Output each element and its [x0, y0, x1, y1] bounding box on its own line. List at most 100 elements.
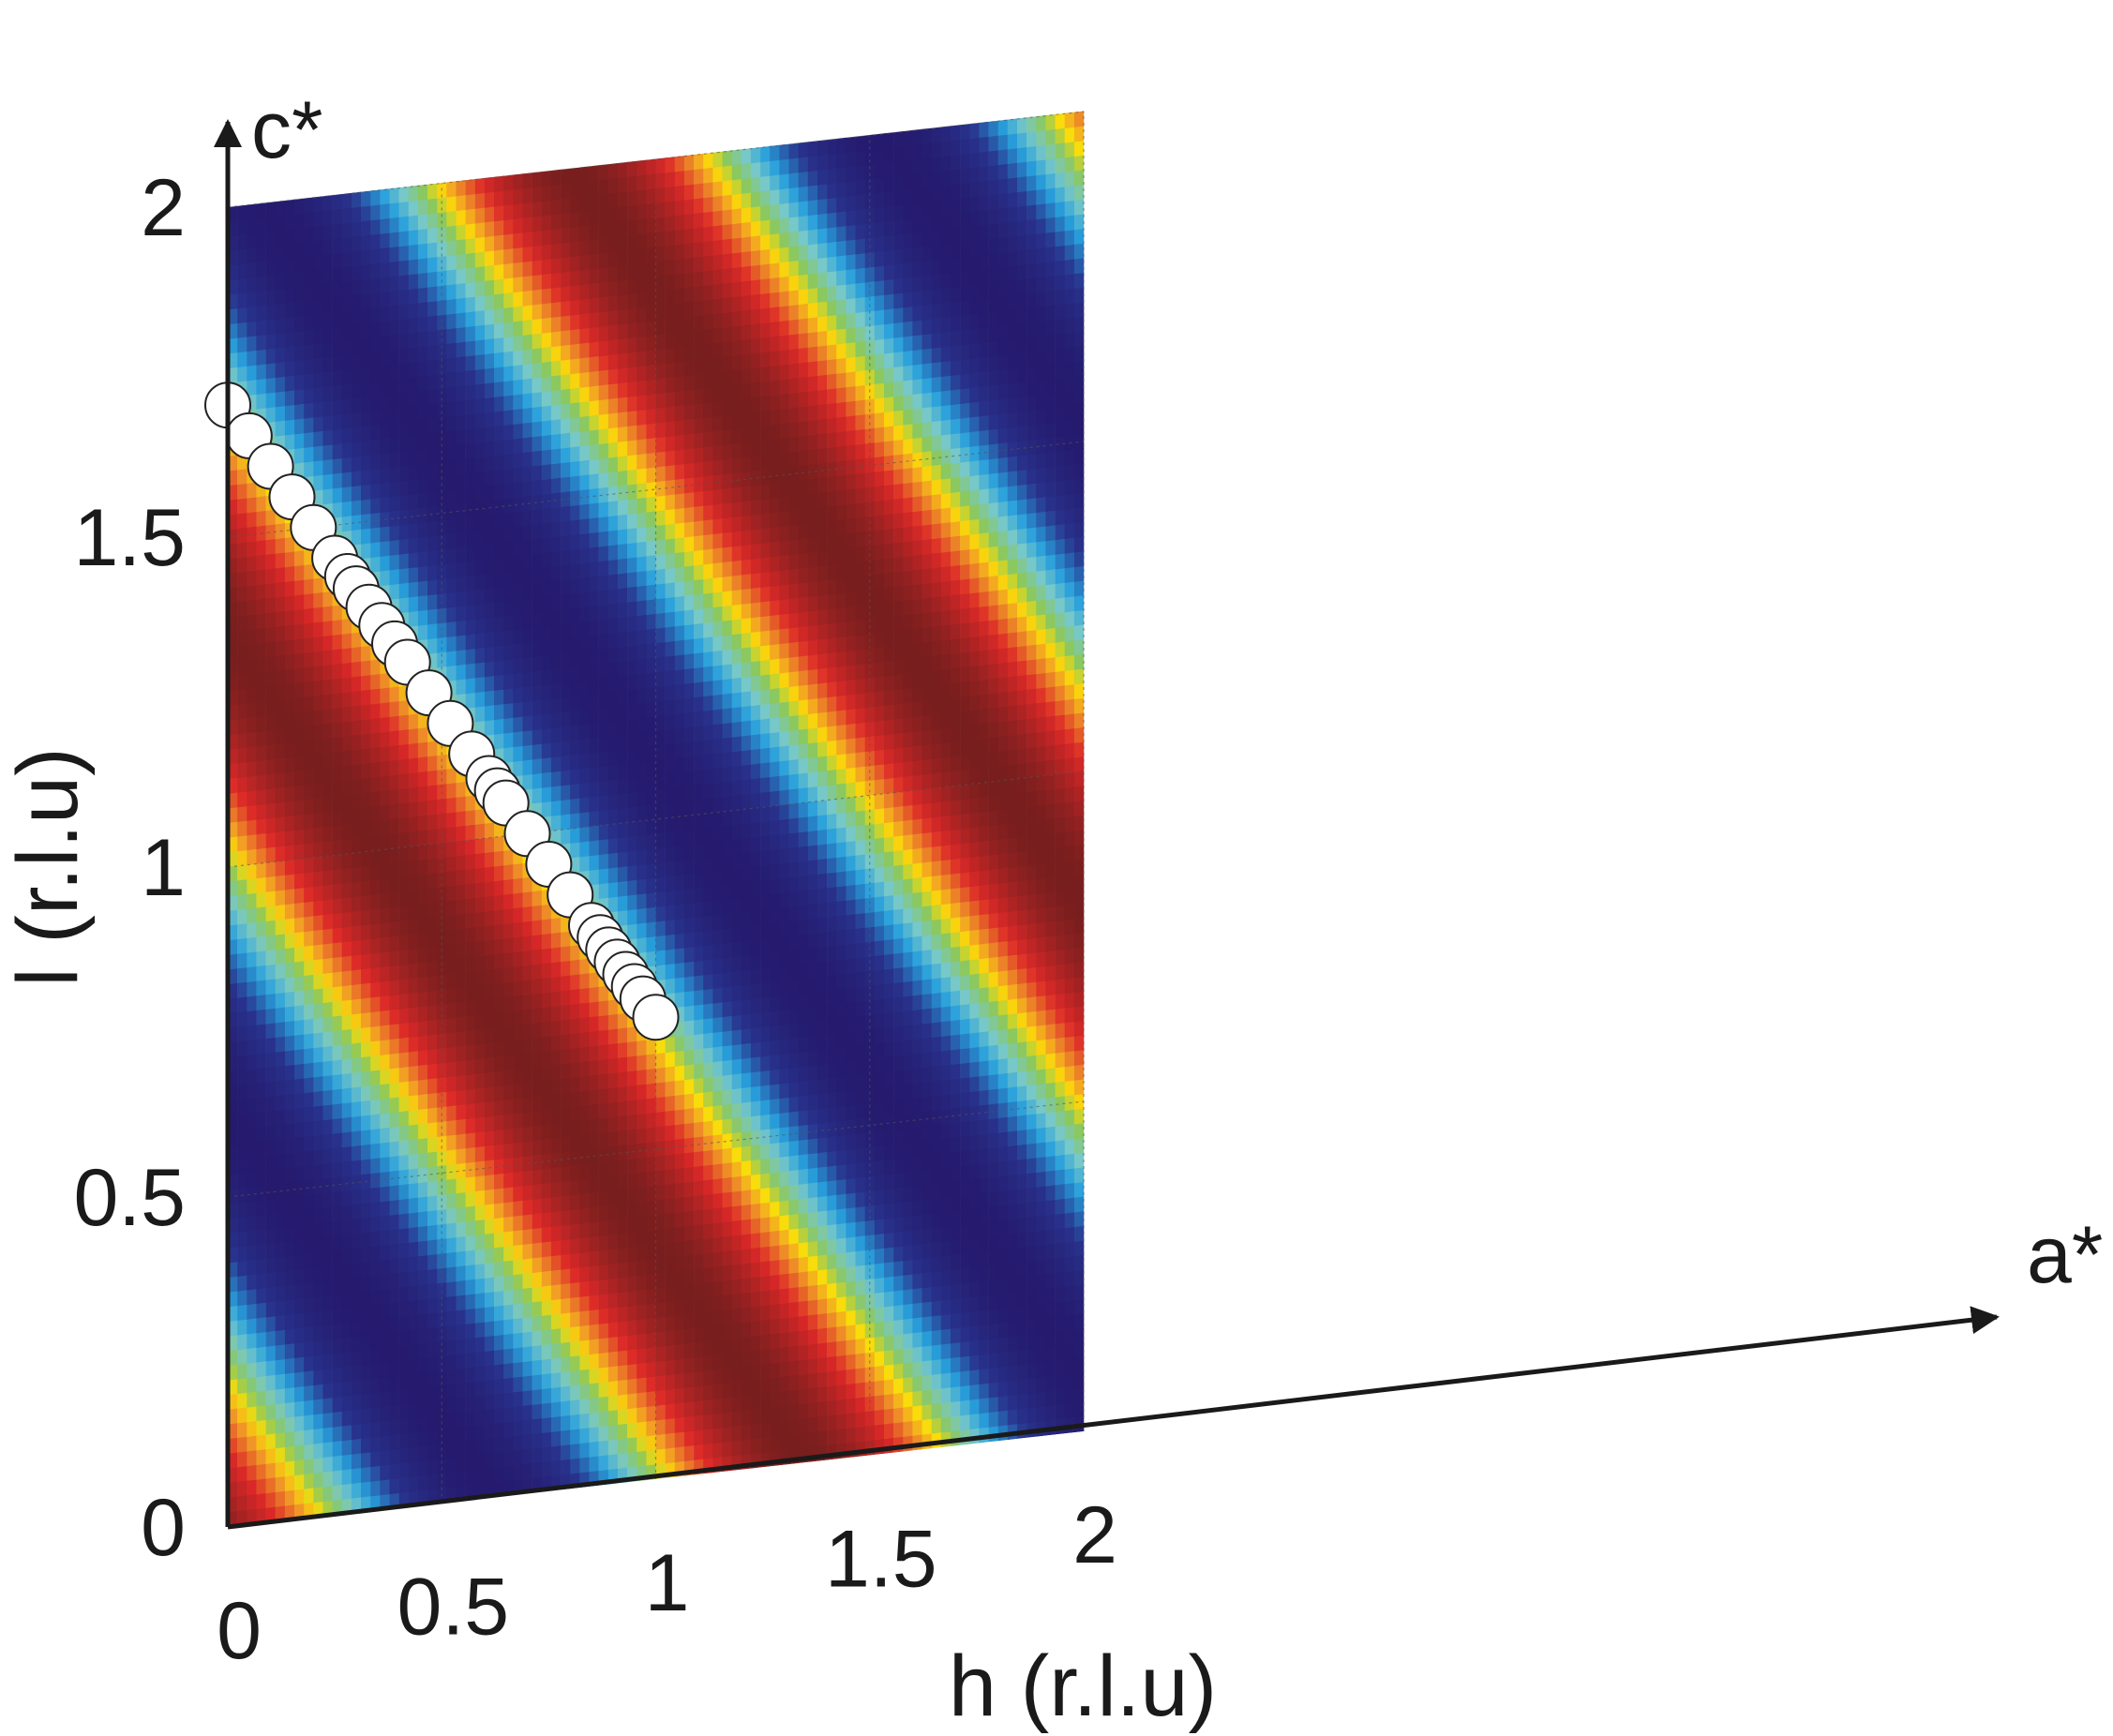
- heatmap-cell: [607, 720, 619, 737]
- heatmap-cell: [304, 314, 314, 331]
- heatmap-cell: [494, 1451, 504, 1468]
- heatmap-cell: [655, 216, 666, 233]
- heatmap-cell: [456, 414, 466, 431]
- heatmap-cell: [513, 1156, 523, 1173]
- heatmap-cell: [256, 905, 266, 923]
- heatmap-cell: [228, 982, 238, 999]
- heatmap-cell: [637, 629, 647, 646]
- heatmap-cell: [474, 1130, 486, 1148]
- heatmap-cell: [646, 349, 656, 367]
- heatmap-cell: [484, 1350, 495, 1367]
- heatmap-cell: [741, 559, 752, 576]
- heatmap-cell: [655, 363, 666, 380]
- heatmap-cell: [674, 1270, 685, 1287]
- heatmap-cell: [674, 1196, 685, 1214]
- heatmap-cell: [731, 721, 742, 738]
- heatmap-cell: [712, 180, 723, 198]
- heatmap-cell: [484, 836, 495, 853]
- heatmap-cell: [370, 454, 381, 471]
- heatmap-cell: [398, 1476, 409, 1493]
- heatmap-cell: [494, 1011, 504, 1028]
- heatmap-cell: [503, 1260, 514, 1277]
- heatmap-cell: [389, 276, 399, 292]
- heatmap-cell: [598, 1440, 609, 1457]
- heatmap-cell: [550, 477, 562, 494]
- heatmap-cell: [398, 875, 409, 892]
- heatmap-cell: [655, 832, 666, 849]
- heatmap-cell: [703, 651, 713, 667]
- heatmap-cell: [265, 509, 276, 526]
- heatmap-cell: [228, 484, 238, 501]
- heatmap-cell: [674, 1387, 685, 1404]
- heatmap-cell: [389, 1463, 399, 1480]
- heatmap-cell: [474, 706, 486, 723]
- heatmap-cell: [674, 1094, 685, 1111]
- heatmap-cell: [417, 214, 428, 231]
- heatmap-cell: [484, 1452, 495, 1470]
- heatmap-cell: [712, 1383, 723, 1399]
- heatmap-cell: [541, 933, 552, 950]
- heatmap-cell: [561, 432, 571, 449]
- heatmap-cell: [398, 465, 409, 482]
- heatmap-cell: [237, 659, 247, 676]
- heatmap-cell: [256, 290, 266, 307]
- heatmap-cell: [637, 453, 647, 470]
- heatmap-cell: [712, 840, 723, 858]
- heatmap-cell: [550, 287, 562, 304]
- heatmap-cell: [322, 1280, 333, 1296]
- heatmap-cell: [503, 409, 514, 427]
- heatmap-cell: [275, 361, 286, 379]
- heatmap-cell: [570, 681, 580, 697]
- heatmap-cell: [494, 703, 504, 721]
- heatmap-cell: [294, 1180, 305, 1197]
- heatmap-cell: [532, 1330, 543, 1347]
- heatmap-cell: [484, 1174, 495, 1190]
- heatmap-cell: [750, 1174, 761, 1190]
- heatmap-cell: [712, 1060, 723, 1077]
- heatmap-cell: [456, 1001, 466, 1018]
- heatmap-cell: [228, 718, 238, 736]
- heatmap-cell: [627, 923, 637, 940]
- heatmap-cell: [598, 1014, 609, 1031]
- heatmap-cell: [370, 1187, 381, 1204]
- heatmap-cell: [456, 341, 466, 358]
- heatmap-cell: [513, 730, 523, 748]
- heatmap-cell: [589, 1088, 599, 1106]
- heatmap-cell: [703, 592, 713, 609]
- heatmap-cell: [265, 406, 276, 424]
- heatmap-cell: [380, 1317, 390, 1335]
- heatmap-cell: [313, 1486, 323, 1504]
- heatmap-cell: [247, 804, 257, 821]
- heatmap-cell: [313, 973, 323, 990]
- heatmap-cell: [256, 730, 266, 747]
- heatmap-cell: [665, 816, 676, 833]
- heatmap-cell: [370, 189, 381, 206]
- heatmap-cell: [446, 1148, 457, 1166]
- heatmap-cell: [617, 1145, 628, 1161]
- heatmap-cell: [247, 599, 257, 616]
- heatmap-cell: [408, 1329, 419, 1346]
- heatmap-cell: [304, 226, 314, 243]
- heatmap-cell: [313, 841, 323, 858]
- heatmap-cell: [417, 389, 428, 406]
- heatmap-cell: [703, 1134, 713, 1152]
- heatmap-cell: [655, 1199, 666, 1216]
- heatmap-cell: [513, 1259, 523, 1276]
- heatmap-cell: [465, 457, 476, 474]
- heatmap-cell: [637, 262, 647, 279]
- heatmap-cell: [456, 1250, 466, 1267]
- heatmap-cell: [256, 1229, 266, 1246]
- heatmap-cell: [627, 1070, 637, 1086]
- heatmap-cell: [484, 1467, 495, 1484]
- heatmap-cell: [694, 607, 704, 625]
- heatmap-cell: [484, 690, 495, 707]
- heatmap-cell: [731, 955, 742, 972]
- heatmap-cell: [532, 1315, 543, 1332]
- heatmap-cell: [417, 947, 428, 964]
- heatmap-cell: [637, 247, 647, 264]
- heatmap-cell: [607, 515, 619, 531]
- heatmap-cell: [237, 1158, 247, 1175]
- heatmap-cell: [683, 169, 695, 186]
- heatmap-cell: [341, 779, 352, 796]
- heatmap-cell: [408, 288, 419, 305]
